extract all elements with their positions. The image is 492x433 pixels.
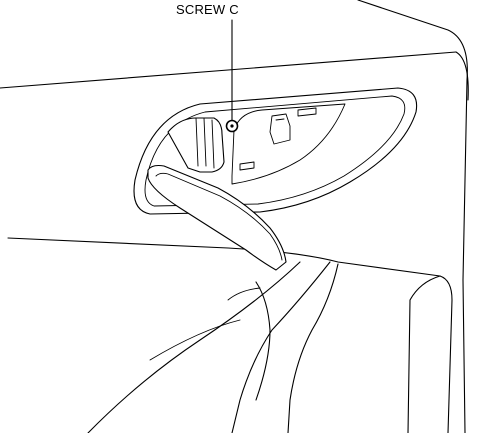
handle-lever-edge (155, 172, 283, 261)
handle-bezel-outer (133, 87, 418, 215)
latch-detail-1 (195, 117, 199, 167)
bracket (269, 113, 291, 145)
lower-edge (149, 319, 241, 361)
panel-top-line (357, 0, 468, 281)
clip-tab-lower (239, 161, 255, 171)
pocket-edge (227, 287, 261, 301)
latch-body (167, 117, 225, 173)
latch-detail-3 (211, 119, 215, 169)
screw-c-callout-label: SCREW C (176, 2, 239, 17)
lower-trim-line (7, 237, 453, 433)
latch-detail-2 (203, 117, 207, 167)
door-frame-edge (455, 51, 469, 101)
door-right-edge (462, 279, 466, 433)
armrest-contour-2 (231, 261, 331, 433)
armrest-contour-1 (87, 261, 301, 433)
clip-tab-upper (297, 107, 317, 117)
screw-c-center (230, 124, 234, 128)
handle-cavity (231, 103, 346, 185)
handle-lever (147, 164, 287, 271)
armrest-contour-3 (287, 263, 339, 433)
armrest-contour-5 (255, 281, 271, 401)
armrest-contour-4 (407, 275, 441, 433)
window-line (0, 51, 457, 89)
bracket-detail (275, 118, 285, 121)
